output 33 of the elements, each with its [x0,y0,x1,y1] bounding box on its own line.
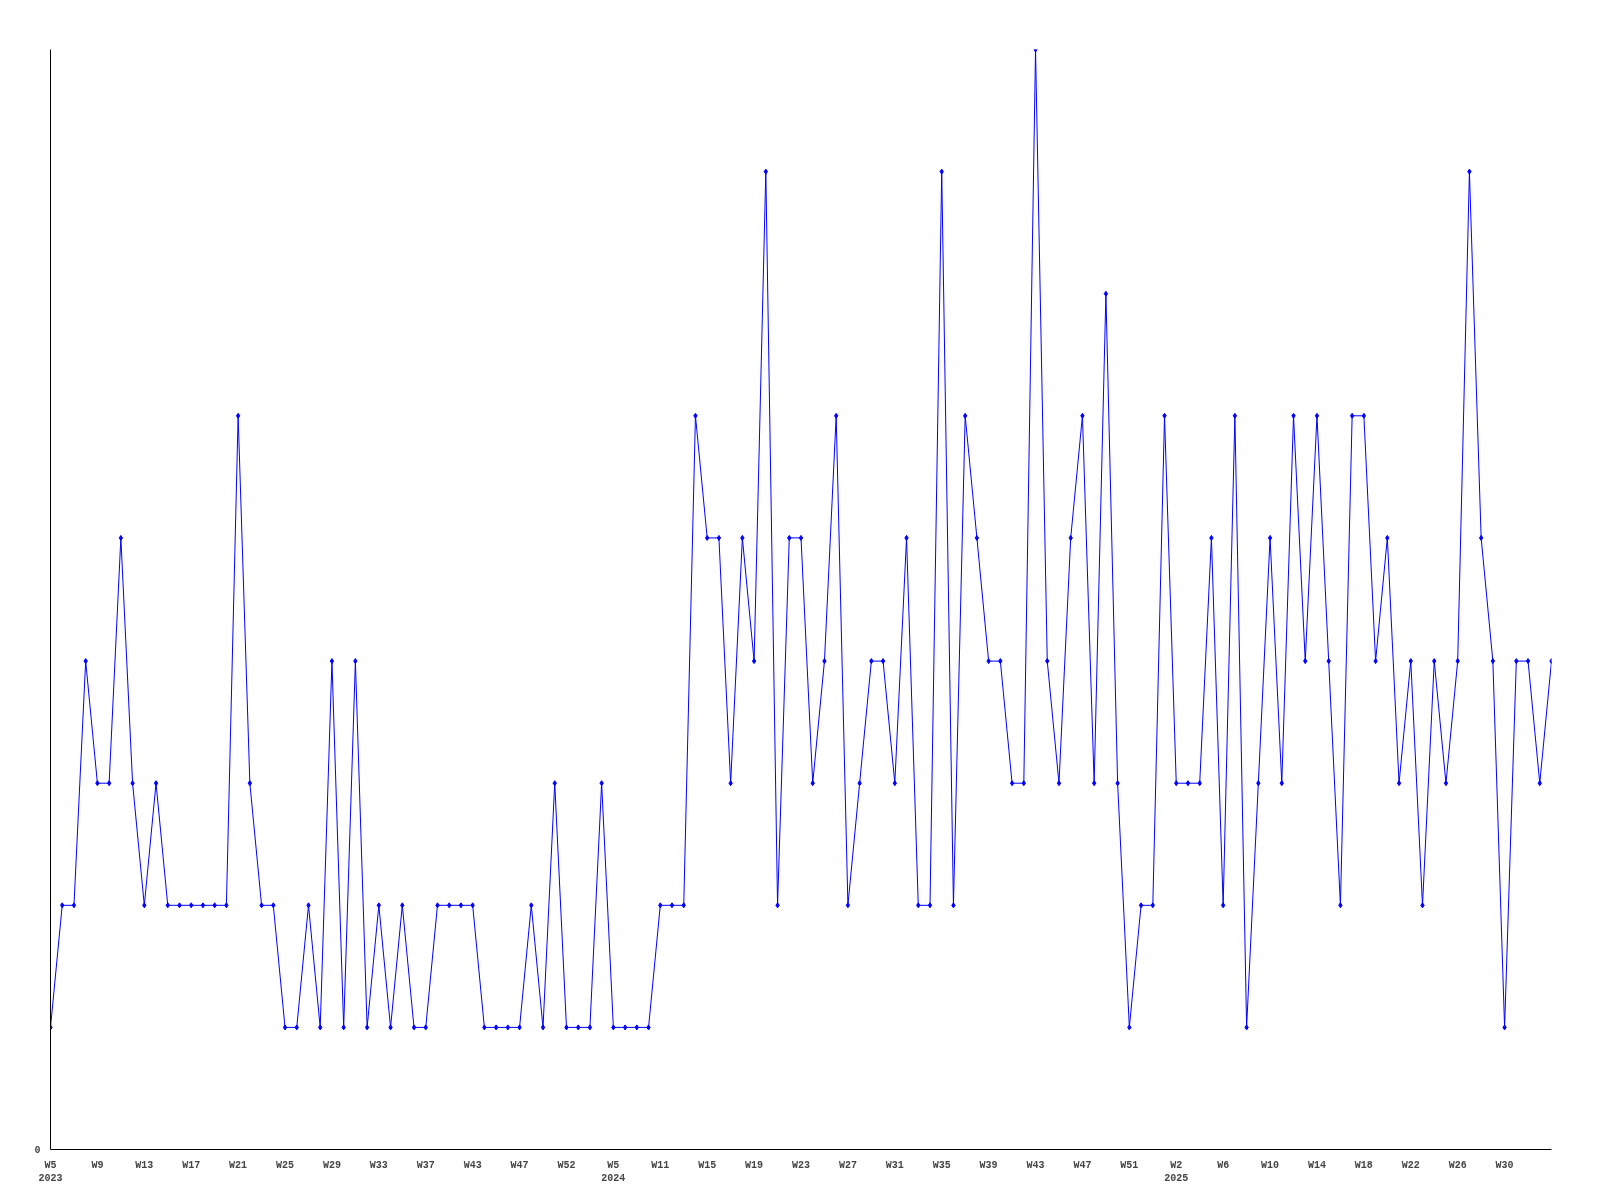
x-tick-label: W43 [1026,1159,1045,1171]
x-tick-label: W25 [276,1159,295,1171]
x-tick-label: W2 2025 [1164,1159,1189,1184]
x-tick-label: W15 [698,1159,717,1171]
x-tick-label: W10 [1261,1159,1280,1171]
x-tick-label: W21 [229,1159,248,1171]
x-tick-label: W37 [416,1159,435,1171]
x-tick-label: W47 [1073,1159,1092,1171]
x-tick-label: W26 [1448,1159,1467,1171]
x-tick-label: W39 [979,1159,998,1171]
x-tick-label: W51 [1120,1159,1139,1171]
x-tick-label: W5 2024 [601,1159,626,1184]
x-tick-label: W27 [838,1159,857,1171]
x-tick-label: W11 [651,1159,670,1171]
x-tick-label: W22 [1401,1159,1420,1171]
x-tick-label: W30 [1495,1159,1514,1171]
x-tick-label: W17 [182,1159,201,1171]
x-tick-label: W9 [91,1159,104,1171]
x-tick-label: W5 2023 [38,1159,63,1184]
x-tick-label: W6 [1217,1159,1230,1171]
x-tick-label: W19 [745,1159,764,1171]
x-tick-label: W13 [135,1159,154,1171]
x-tick-label: W29 [322,1159,341,1171]
text: 0 [34,1145,41,1156]
x-tick-label: W52 [557,1159,576,1171]
x-tick-label: W43 [463,1159,482,1171]
x-tick-label: W33 [369,1159,388,1171]
x-tick-label: W14 [1307,1159,1326,1171]
x-tick-label: W47 [510,1159,529,1171]
x-tick-label: W31 [885,1159,904,1171]
x-tick-label: W23 [792,1159,811,1171]
x-tick-label: W35 [932,1159,951,1171]
x-tick-label: W18 [1354,1159,1373,1171]
